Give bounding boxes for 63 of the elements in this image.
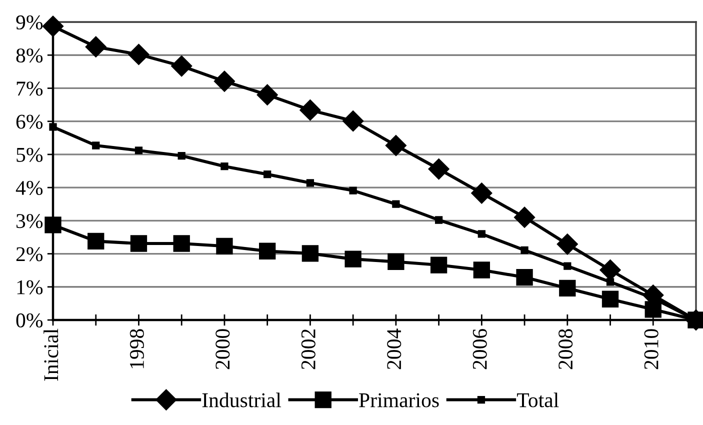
point bbox=[85, 36, 106, 58]
point bbox=[516, 268, 533, 286]
point bbox=[216, 238, 233, 254]
x-tick-label: 2000 bbox=[216, 329, 230, 370]
point bbox=[302, 245, 319, 262]
point bbox=[42, 16, 64, 37]
y-tick-label: 2% bbox=[16, 247, 43, 262]
x-tick-label: 2010 bbox=[644, 329, 658, 370]
point bbox=[264, 170, 272, 178]
point bbox=[602, 290, 619, 308]
legend-label: Primarios bbox=[359, 393, 439, 408]
point bbox=[259, 242, 276, 260]
point bbox=[385, 134, 406, 156]
point bbox=[88, 232, 104, 250]
point bbox=[256, 84, 278, 106]
point bbox=[520, 246, 528, 254]
y-tick-label: 3% bbox=[16, 214, 43, 228]
x-tick-label: 1998 bbox=[130, 329, 144, 368]
point bbox=[344, 250, 362, 268]
point bbox=[556, 234, 578, 255]
y-tick-label: 6% bbox=[16, 114, 43, 129]
point bbox=[434, 216, 443, 224]
legend-label: Industrial bbox=[202, 392, 282, 408]
point bbox=[392, 200, 400, 208]
y-tick-label: 9% bbox=[16, 15, 43, 30]
point bbox=[606, 278, 614, 286]
x-tick-label: 2004 bbox=[387, 328, 402, 370]
point bbox=[44, 216, 62, 234]
point bbox=[559, 280, 576, 297]
point bbox=[428, 158, 450, 180]
y-tick-label: 0% bbox=[16, 313, 43, 328]
point bbox=[471, 182, 492, 204]
y-tick-label: 5% bbox=[16, 148, 43, 162]
point bbox=[514, 206, 536, 228]
point bbox=[173, 235, 190, 252]
legend-label: Total bbox=[517, 392, 559, 408]
point bbox=[564, 262, 572, 270]
point bbox=[128, 44, 150, 65]
point bbox=[349, 186, 357, 194]
y-tick-label: 8% bbox=[16, 48, 43, 63]
point bbox=[214, 70, 235, 92]
point bbox=[473, 262, 490, 278]
x-tick-label: Inicial bbox=[44, 328, 58, 381]
point bbox=[171, 56, 192, 77]
point bbox=[430, 256, 448, 274]
point bbox=[644, 301, 662, 318]
x-tick-label: 2008 bbox=[558, 329, 573, 370]
y-tick-label: 1% bbox=[17, 280, 43, 294]
point bbox=[306, 179, 314, 187]
y-tick-label: 4% bbox=[16, 180, 43, 196]
point bbox=[478, 230, 486, 238]
point bbox=[92, 142, 100, 150]
point bbox=[130, 235, 148, 252]
x-tick-label: 2002 bbox=[301, 329, 316, 370]
point bbox=[49, 123, 57, 131]
point bbox=[300, 100, 321, 121]
point bbox=[178, 152, 186, 160]
point bbox=[220, 162, 228, 170]
x-tick-label: 2006 bbox=[472, 328, 487, 370]
point bbox=[134, 146, 143, 154]
point bbox=[342, 110, 364, 132]
y-tick-label: 7% bbox=[16, 82, 43, 96]
point bbox=[388, 253, 404, 270]
